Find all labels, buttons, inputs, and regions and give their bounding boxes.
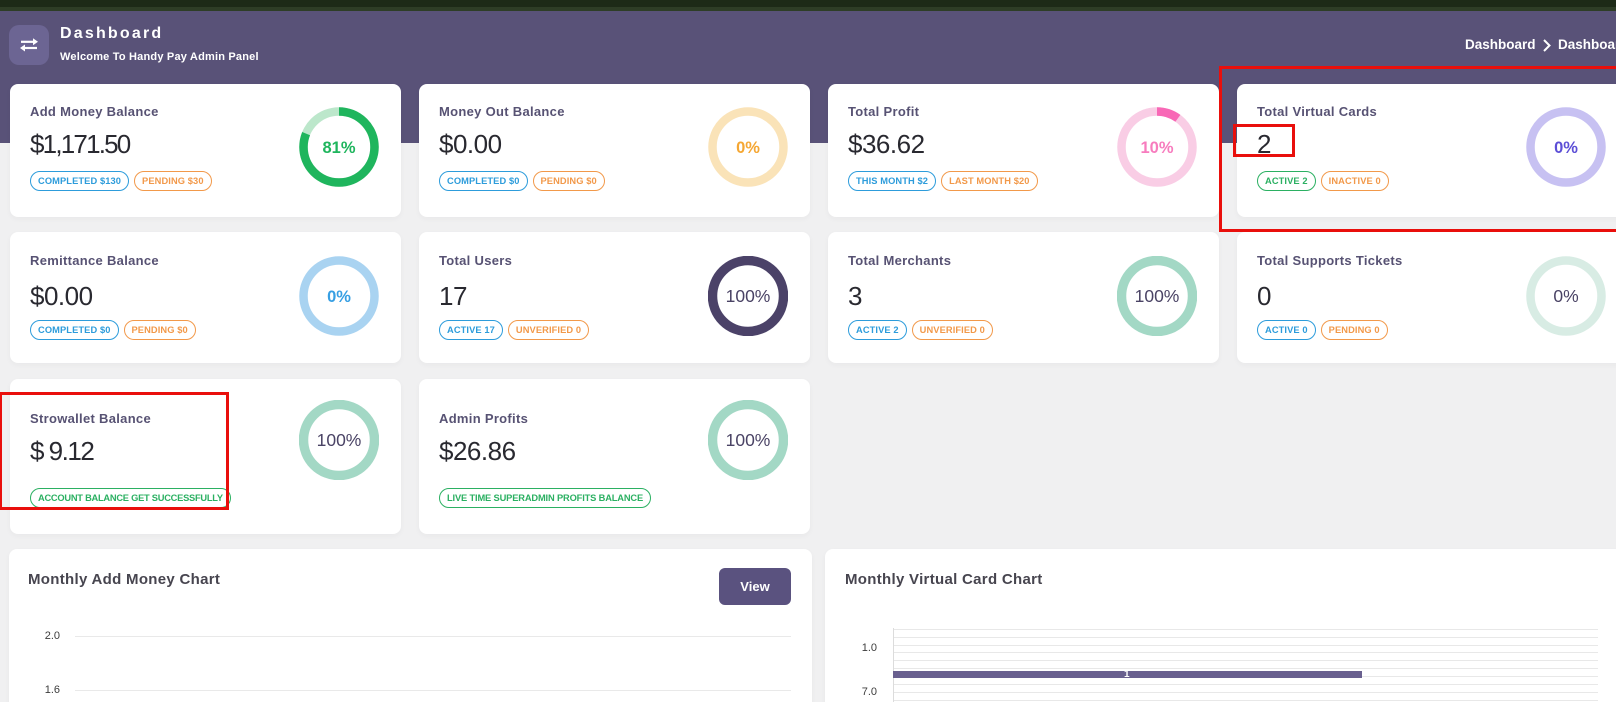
svg-text:0%: 0% bbox=[327, 288, 351, 306]
svg-text:10%: 10% bbox=[1140, 139, 1173, 157]
svg-text:0%: 0% bbox=[1553, 286, 1578, 306]
svg-text:100%: 100% bbox=[726, 286, 771, 306]
svg-text:100%: 100% bbox=[1135, 286, 1180, 306]
svg-text:100%: 100% bbox=[726, 430, 771, 450]
svg-text:0%: 0% bbox=[736, 139, 760, 157]
svg-text:81%: 81% bbox=[322, 139, 355, 157]
svg-text:0%: 0% bbox=[1554, 139, 1578, 157]
svg-text:100%: 100% bbox=[317, 430, 362, 450]
